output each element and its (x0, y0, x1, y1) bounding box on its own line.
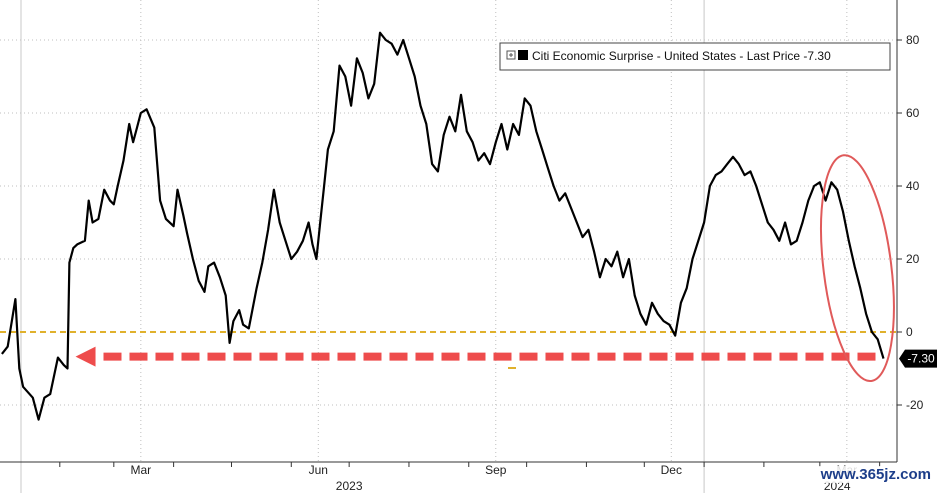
y-tick-label: -20 (906, 398, 924, 412)
legend-label: Citi Economic Surprise - United States -… (532, 49, 831, 63)
legend-swatch (518, 50, 528, 60)
y-tick-label: 40 (906, 179, 920, 193)
reference-lines (0, 331, 897, 369)
legend: Citi Economic Surprise - United States -… (499, 42, 891, 71)
annotation-arrow-head (75, 346, 96, 367)
x-tick-label: Sep (485, 463, 507, 477)
annotation-ellipse (820, 154, 895, 383)
grid (0, 0, 897, 493)
y-tick-label: 0 (906, 325, 913, 339)
y-tick-label: 80 (906, 33, 920, 47)
last-value-label: -7.30 (907, 352, 935, 366)
legend-box (499, 42, 891, 71)
series-line (1, 31, 885, 421)
x-tick-label: Mar (130, 463, 151, 477)
last-value-tag (899, 349, 937, 368)
series-layer (1, 31, 885, 421)
watermark: www.365jz.com (817, 466, 934, 483)
annotations (75, 154, 895, 383)
x-tick-label: Jun (309, 463, 328, 477)
y-tick-label: 60 (906, 106, 920, 120)
x-year-label: 2023 (336, 479, 363, 493)
x-tick-label: Dec (661, 463, 682, 477)
y-tick-label: 20 (906, 252, 920, 266)
